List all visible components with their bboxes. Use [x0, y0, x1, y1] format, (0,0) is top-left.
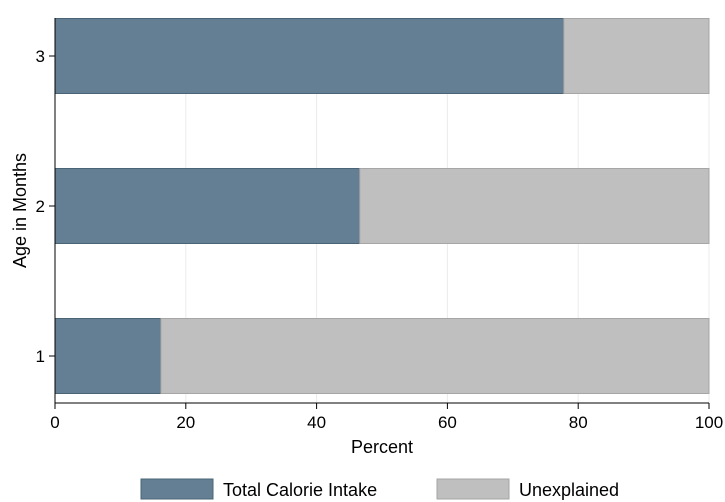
ticks-layer: 0 20 40 60 80 100 1 2 3: [36, 47, 724, 432]
y-tick-label-2: 2: [36, 197, 45, 216]
x-tick-label-0: 0: [50, 413, 59, 432]
legend-label-unexplained: Unexplained: [519, 480, 619, 500]
legend-label-total-calorie-intake: Total Calorie Intake: [223, 480, 377, 500]
x-tick-label-20: 20: [176, 413, 195, 432]
y-axis-title: Age in Months: [10, 153, 30, 268]
bar-unexplained-age-1: [160, 318, 710, 394]
x-tick-label-80: 80: [569, 413, 588, 432]
legend-swatch-unexplained: [436, 478, 510, 500]
legend-swatch-total-calorie-intake: [140, 478, 214, 500]
y-tick-label-1: 1: [36, 347, 45, 366]
bar-total-calorie-intake-age-1: [54, 318, 162, 394]
y-tick-label-3: 3: [36, 47, 45, 66]
axes-layer: [54, 18, 709, 404]
x-tick-label-60: 60: [438, 413, 457, 432]
x-tick-label-40: 40: [307, 413, 326, 432]
legend: Total Calorie Intake Unexplained: [140, 478, 619, 500]
bars-layer: [54, 18, 710, 394]
bar-unexplained-age-2: [359, 168, 710, 244]
bar-total-calorie-intake-age-2: [54, 168, 361, 244]
x-tick-label-100: 100: [695, 413, 723, 432]
bar-total-calorie-intake-age-3: [54, 18, 565, 94]
bar-unexplained-age-3: [563, 18, 710, 94]
x-axis-title: Percent: [351, 437, 413, 457]
